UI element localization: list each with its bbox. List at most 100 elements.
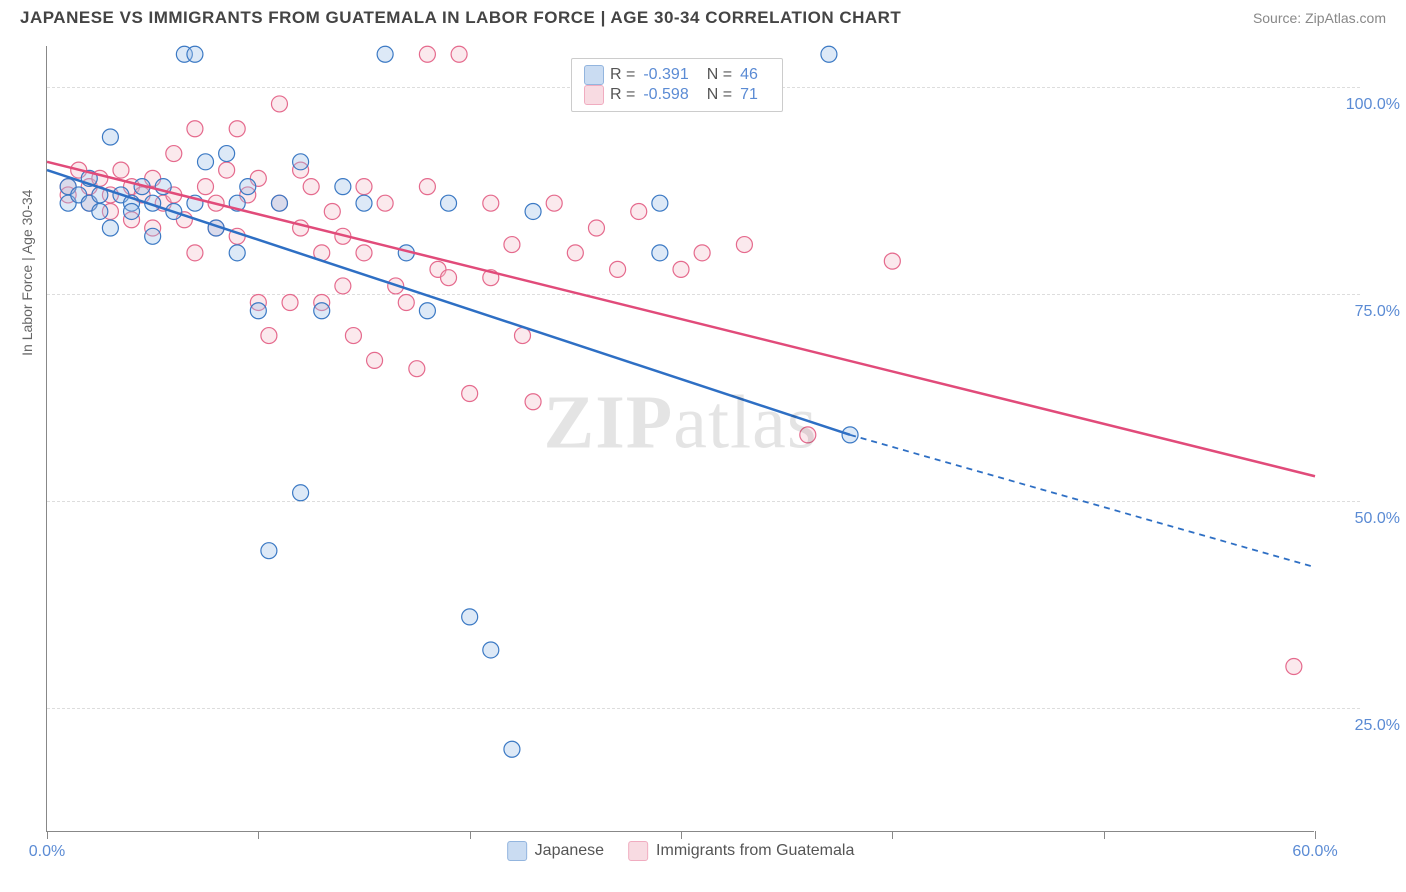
stat-n-label: N = xyxy=(707,66,732,84)
data-point xyxy=(525,203,541,219)
data-point xyxy=(441,270,457,286)
data-point xyxy=(324,203,340,219)
data-point xyxy=(377,195,393,211)
legend-item-japanese: Japanese xyxy=(507,841,604,861)
data-point xyxy=(451,46,467,62)
stats-row: R = -0.598 N = 71 xyxy=(584,85,770,105)
data-point xyxy=(229,121,245,137)
data-point xyxy=(610,261,626,277)
legend-item-guatemala: Immigrants from Guatemala xyxy=(628,841,854,861)
data-point xyxy=(884,253,900,269)
series-legend: Japanese Immigrants from Guatemala xyxy=(507,841,855,861)
data-point xyxy=(736,237,752,253)
data-point xyxy=(367,352,383,368)
data-point xyxy=(345,328,361,344)
stats-legend: R = -0.391 N = 46 R = -0.598 N = 71 xyxy=(571,58,783,112)
data-point xyxy=(124,203,140,219)
data-point xyxy=(145,228,161,244)
data-point xyxy=(271,195,287,211)
data-point xyxy=(240,179,256,195)
x-tick xyxy=(258,831,259,839)
data-point xyxy=(504,741,520,757)
data-point xyxy=(800,427,816,443)
x-tick-label: 0.0% xyxy=(29,843,65,861)
stat-r-label: R = xyxy=(610,86,635,104)
data-point xyxy=(441,195,457,211)
data-point xyxy=(261,328,277,344)
y-tick-label: 25.0% xyxy=(1355,717,1400,735)
x-tick xyxy=(470,831,471,839)
legend-label: Japanese xyxy=(535,842,604,860)
chart-title: JAPANESE VS IMMIGRANTS FROM GUATEMALA IN… xyxy=(20,8,901,28)
data-point xyxy=(102,220,118,236)
data-point xyxy=(229,245,245,261)
data-point xyxy=(652,245,668,261)
swatch-icon xyxy=(584,65,604,85)
data-point xyxy=(483,642,499,658)
data-point xyxy=(102,129,118,145)
x-tick xyxy=(1104,831,1105,839)
x-tick xyxy=(681,831,682,839)
data-point xyxy=(335,278,351,294)
data-point xyxy=(198,154,214,170)
data-point xyxy=(821,46,837,62)
data-point xyxy=(525,394,541,410)
stat-n-value: 71 xyxy=(740,86,758,104)
data-point xyxy=(567,245,583,261)
data-point xyxy=(419,179,435,195)
data-point xyxy=(504,237,520,253)
data-point xyxy=(166,146,182,162)
data-point xyxy=(483,195,499,211)
trend-line-extrapolated xyxy=(850,435,1315,567)
data-point xyxy=(113,162,129,178)
data-point xyxy=(198,179,214,195)
y-tick-label: 100.0% xyxy=(1346,96,1400,114)
data-point xyxy=(462,609,478,625)
data-point xyxy=(652,195,668,211)
x-tick-label: 60.0% xyxy=(1292,843,1337,861)
data-point xyxy=(398,294,414,310)
data-point xyxy=(187,121,203,137)
data-point xyxy=(409,361,425,377)
data-point xyxy=(187,46,203,62)
swatch-icon xyxy=(584,85,604,105)
data-point xyxy=(377,46,393,62)
data-point xyxy=(356,179,372,195)
y-axis-title: In Labor Force | Age 30-34 xyxy=(19,189,35,355)
swatch-icon xyxy=(628,841,648,861)
data-point xyxy=(462,385,478,401)
plot-area: In Labor Force | Age 30-34 25.0%50.0%75.… xyxy=(46,46,1314,832)
data-point xyxy=(219,146,235,162)
data-point xyxy=(356,195,372,211)
x-tick xyxy=(892,831,893,839)
data-point xyxy=(261,543,277,559)
data-point xyxy=(419,303,435,319)
data-point xyxy=(356,245,372,261)
y-tick-label: 50.0% xyxy=(1355,510,1400,528)
data-point xyxy=(335,179,351,195)
data-point xyxy=(219,162,235,178)
data-point xyxy=(588,220,604,236)
stat-r-label: R = xyxy=(610,66,635,84)
stat-r-value: -0.598 xyxy=(643,86,688,104)
stat-r-value: -0.391 xyxy=(643,66,688,84)
data-point xyxy=(293,485,309,501)
data-point xyxy=(314,303,330,319)
data-point xyxy=(92,203,108,219)
x-tick xyxy=(1315,831,1316,839)
x-tick xyxy=(47,831,48,839)
y-tick-label: 75.0% xyxy=(1355,303,1400,321)
data-point xyxy=(293,154,309,170)
data-point xyxy=(1286,659,1302,675)
data-point xyxy=(419,46,435,62)
data-point xyxy=(303,179,319,195)
data-point xyxy=(282,294,298,310)
swatch-icon xyxy=(507,841,527,861)
stats-row: R = -0.391 N = 46 xyxy=(584,65,770,85)
source-label: Source: ZipAtlas.com xyxy=(1253,10,1386,26)
stat-n-label: N = xyxy=(707,86,732,104)
legend-label: Immigrants from Guatemala xyxy=(656,842,854,860)
stat-n-value: 46 xyxy=(740,66,758,84)
trend-line xyxy=(47,162,1315,476)
data-point xyxy=(631,203,647,219)
